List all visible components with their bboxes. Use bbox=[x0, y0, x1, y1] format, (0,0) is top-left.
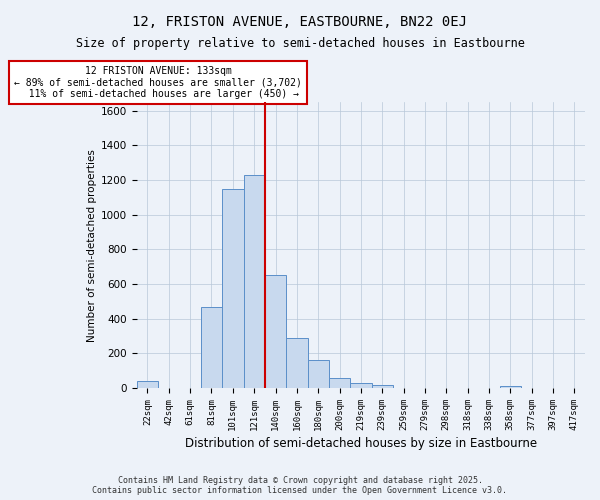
Bar bbox=[329, 378, 350, 388]
Bar bbox=[244, 175, 265, 388]
Text: 12, FRISTON AVENUE, EASTBOURNE, BN22 0EJ: 12, FRISTON AVENUE, EASTBOURNE, BN22 0EJ bbox=[133, 15, 467, 29]
Bar bbox=[500, 386, 521, 388]
X-axis label: Distribution of semi-detached houses by size in Eastbourne: Distribution of semi-detached houses by … bbox=[185, 437, 537, 450]
Bar bbox=[350, 383, 371, 388]
Bar bbox=[137, 381, 158, 388]
Bar bbox=[201, 306, 222, 388]
Bar bbox=[286, 338, 308, 388]
Y-axis label: Number of semi-detached properties: Number of semi-detached properties bbox=[86, 148, 97, 342]
Text: Size of property relative to semi-detached houses in Eastbourne: Size of property relative to semi-detach… bbox=[76, 38, 524, 51]
Bar bbox=[222, 188, 244, 388]
Text: 12 FRISTON AVENUE: 133sqm
← 89% of semi-detached houses are smaller (3,702)
  11: 12 FRISTON AVENUE: 133sqm ← 89% of semi-… bbox=[14, 66, 302, 99]
Text: Contains HM Land Registry data © Crown copyright and database right 2025.
Contai: Contains HM Land Registry data © Crown c… bbox=[92, 476, 508, 495]
Bar bbox=[371, 384, 393, 388]
Bar bbox=[308, 360, 329, 388]
Bar bbox=[265, 276, 286, 388]
